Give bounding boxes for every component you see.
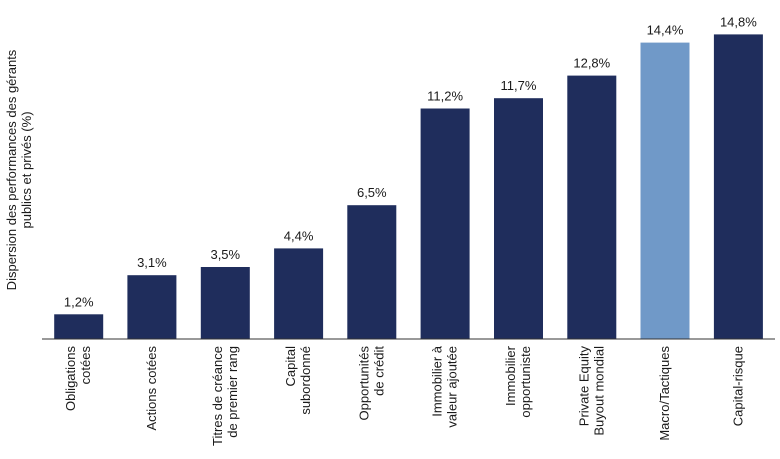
y-axis-label: Dispersion des performances des gérantsp… [4, 49, 34, 290]
bar [200, 267, 250, 339]
x-tick-label: Capitalsubordonné [283, 346, 313, 415]
bar [127, 275, 177, 339]
data-label: 14,4% [647, 23, 684, 38]
x-tick-label-line: valeur ajoutée [445, 346, 460, 428]
y-axis-title: Dispersion des performances des gérantsp… [4, 49, 34, 290]
x-tick-label-line: Capital [283, 346, 298, 387]
bar [640, 42, 690, 339]
x-tick-label: Immobilieropportuniste [503, 345, 533, 417]
x-tick-label: Obligationscotées [63, 346, 93, 412]
bar [347, 205, 397, 339]
data-label: 11,7% [501, 78, 537, 93]
x-tick-label: Actions cotées [144, 346, 159, 431]
x-tick-label-line: Immobilier à [430, 345, 445, 417]
data-label: 3,5% [210, 247, 240, 262]
x-tick-label: Titres de créancede premier rang [210, 346, 240, 446]
data-labels: 1,2% 3,1% 3,5% 4,4% 6,5% 11,2% 11,7% 12,8% 14,4%… [64, 14, 757, 309]
x-tick-label-line: Capital-risque [730, 346, 745, 426]
x-tick-labels: Obligationscotées Actions cotées Titres de… [63, 345, 745, 446]
data-label: 12,8% [573, 56, 610, 71]
data-label: 4,4% [284, 228, 314, 243]
data-label: 11,2% [427, 89, 463, 104]
x-tick-label: Private EquityBuyout mondial [576, 346, 606, 436]
x-tick-label-line: Obligations [63, 346, 78, 412]
y-axis-title-line: Dispersion des performances des gérants [4, 49, 19, 290]
x-tick-label-line: de crédit [371, 346, 386, 396]
data-label: 3,1% [137, 255, 167, 270]
bars [54, 34, 763, 340]
bar [274, 248, 324, 339]
y-axis-title-line: publics et privés (%) [19, 111, 34, 228]
x-tick-label-line: Macro/Tactiques [657, 346, 672, 441]
x-tick-label: Immobilier àvaleur ajoutée [430, 345, 460, 427]
x-tick-label-line: Private Equity [576, 346, 591, 427]
x-tick-label-line: subordonné [298, 346, 313, 415]
x-tick-label: Capital-risque [730, 346, 745, 426]
bar [713, 34, 763, 340]
x-tick-label-line: Immobilier [503, 345, 518, 406]
data-label: 6,5% [357, 185, 387, 200]
x-tick-label-line: Actions cotées [144, 346, 159, 431]
x-tick-label-line: cotées [78, 346, 93, 385]
x-tick-label-line: Titres de créance [210, 346, 225, 446]
x-tick-label-line: Buyout mondial [591, 346, 606, 436]
bar [494, 98, 543, 339]
x-tick-label-line: Opportunités [356, 346, 371, 421]
bar [567, 75, 617, 339]
x-tick-label-line: opportuniste [518, 346, 533, 418]
bar [420, 108, 470, 339]
x-tick-label: Opportunitésde crédit [356, 346, 386, 421]
data-label: 1,2% [64, 294, 94, 309]
bar [54, 314, 104, 339]
x-tick-label: Macro/Tactiques [657, 346, 672, 441]
x-tick-label-line: de premier rang [225, 346, 240, 438]
data-label: 14,8% [720, 14, 757, 29]
